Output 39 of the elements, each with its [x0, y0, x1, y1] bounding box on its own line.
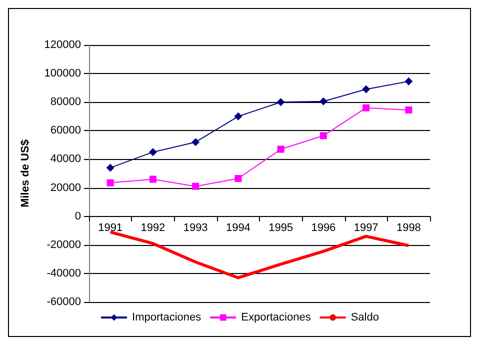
line-series: [108, 230, 410, 280]
x-tick-label: 1991: [98, 222, 123, 234]
point: [404, 77, 413, 86]
x-tick-label: 1995: [268, 222, 294, 234]
x-tick-label: 1997: [354, 222, 378, 234]
x-tick-label: 1992: [140, 222, 166, 234]
point: [276, 98, 285, 106]
y-tick-label: 40000: [50, 153, 81, 166]
point: [148, 148, 157, 156]
y-tick-label: 100000: [44, 68, 81, 80]
y-tick-label: -20000: [46, 238, 81, 251]
point: [319, 97, 328, 106]
y-tick-label: 120000: [44, 39, 81, 51]
x-tick-label: 1998: [396, 222, 421, 234]
legend-label: Saldo: [350, 312, 379, 324]
point: [320, 132, 327, 140]
y-tick-label: 60000: [50, 124, 81, 137]
point: [277, 146, 284, 153]
point: [234, 112, 242, 120]
point: [362, 85, 370, 94]
y-axis-title: Miles de US$: [20, 140, 32, 208]
point: [192, 138, 200, 146]
point: [149, 176, 156, 183]
y-tick-label: 80000: [50, 96, 81, 108]
y-tick-label: 0: [74, 210, 81, 222]
point: [192, 182, 200, 190]
legend-label: Exportaciones: [241, 312, 312, 324]
y-tick-label: -60000: [46, 296, 81, 308]
y-tick-label: -40000: [46, 267, 81, 280]
x-tick-label: 1993: [183, 222, 208, 234]
x-tick-label: 1994: [226, 222, 250, 234]
legend-label: Importaciones: [132, 312, 202, 324]
x-tick-label: 1996: [311, 222, 336, 234]
point: [362, 104, 370, 112]
y-tick-label: 20000: [50, 182, 81, 194]
point: [106, 164, 114, 172]
point: [234, 174, 242, 182]
point: [405, 106, 412, 114]
point: [106, 179, 114, 186]
